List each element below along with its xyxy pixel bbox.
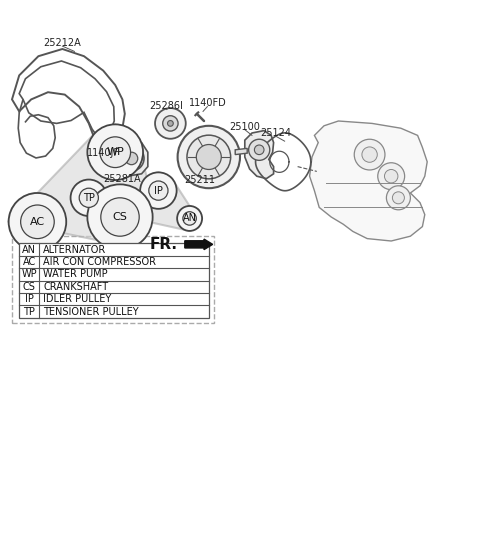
Circle shape [140, 172, 177, 209]
Circle shape [21, 205, 54, 239]
Text: TP: TP [24, 306, 35, 316]
Text: AC: AC [23, 257, 36, 267]
Circle shape [87, 184, 153, 250]
Polygon shape [245, 131, 274, 178]
Circle shape [354, 139, 385, 170]
Text: 25100: 25100 [229, 122, 260, 132]
Text: IP: IP [25, 294, 34, 304]
Text: TP: TP [83, 193, 95, 203]
Circle shape [254, 145, 264, 155]
Polygon shape [310, 121, 427, 241]
Circle shape [249, 139, 270, 160]
Polygon shape [115, 141, 148, 176]
Text: 25286I: 25286I [150, 101, 183, 111]
Bar [19, 243, 209, 318]
Circle shape [187, 135, 231, 179]
Circle shape [362, 147, 377, 162]
Text: WP: WP [107, 147, 124, 157]
Text: IP: IP [154, 186, 163, 196]
Circle shape [177, 206, 202, 231]
Circle shape [163, 116, 178, 131]
Circle shape [178, 126, 240, 188]
Text: TENSIONER PULLEY: TENSIONER PULLEY [43, 306, 139, 316]
Text: ALTERNATOR: ALTERNATOR [43, 245, 107, 255]
Text: CS: CS [23, 282, 36, 292]
Circle shape [378, 163, 405, 189]
Text: WP: WP [22, 269, 37, 279]
Text: AIR CON COMPRESSOR: AIR CON COMPRESSOR [43, 257, 156, 267]
FancyArrow shape [185, 239, 213, 250]
Circle shape [100, 137, 131, 167]
Text: WATER PUMP: WATER PUMP [43, 269, 108, 279]
Text: IDLER PULLEY: IDLER PULLEY [43, 294, 111, 304]
Circle shape [87, 124, 143, 180]
Text: FR.: FR. [150, 237, 178, 252]
Circle shape [101, 198, 139, 236]
Circle shape [384, 170, 398, 183]
Circle shape [168, 121, 173, 126]
Text: 25212A: 25212A [44, 38, 81, 48]
Text: 1140FD: 1140FD [189, 98, 226, 108]
Bar [12, 236, 214, 322]
Text: CRANKSHAFT: CRANKSHAFT [43, 282, 108, 292]
Circle shape [386, 186, 410, 210]
Text: CS: CS [113, 212, 127, 222]
Circle shape [196, 145, 221, 170]
Text: 25211: 25211 [184, 175, 215, 184]
Circle shape [149, 181, 168, 200]
Polygon shape [9, 124, 202, 250]
Text: AN: AN [182, 213, 197, 223]
Circle shape [125, 152, 138, 165]
Text: AN: AN [22, 245, 36, 255]
Circle shape [393, 192, 404, 204]
Polygon shape [235, 148, 247, 155]
Circle shape [119, 146, 144, 171]
Text: AC: AC [30, 217, 45, 227]
Circle shape [155, 108, 186, 138]
Circle shape [9, 193, 66, 250]
Text: 25124: 25124 [261, 128, 291, 138]
Text: 1140JF: 1140JF [87, 148, 120, 158]
Circle shape [183, 212, 196, 225]
Circle shape [71, 179, 107, 216]
Text: 25281A: 25281A [104, 174, 141, 184]
Circle shape [79, 188, 98, 207]
